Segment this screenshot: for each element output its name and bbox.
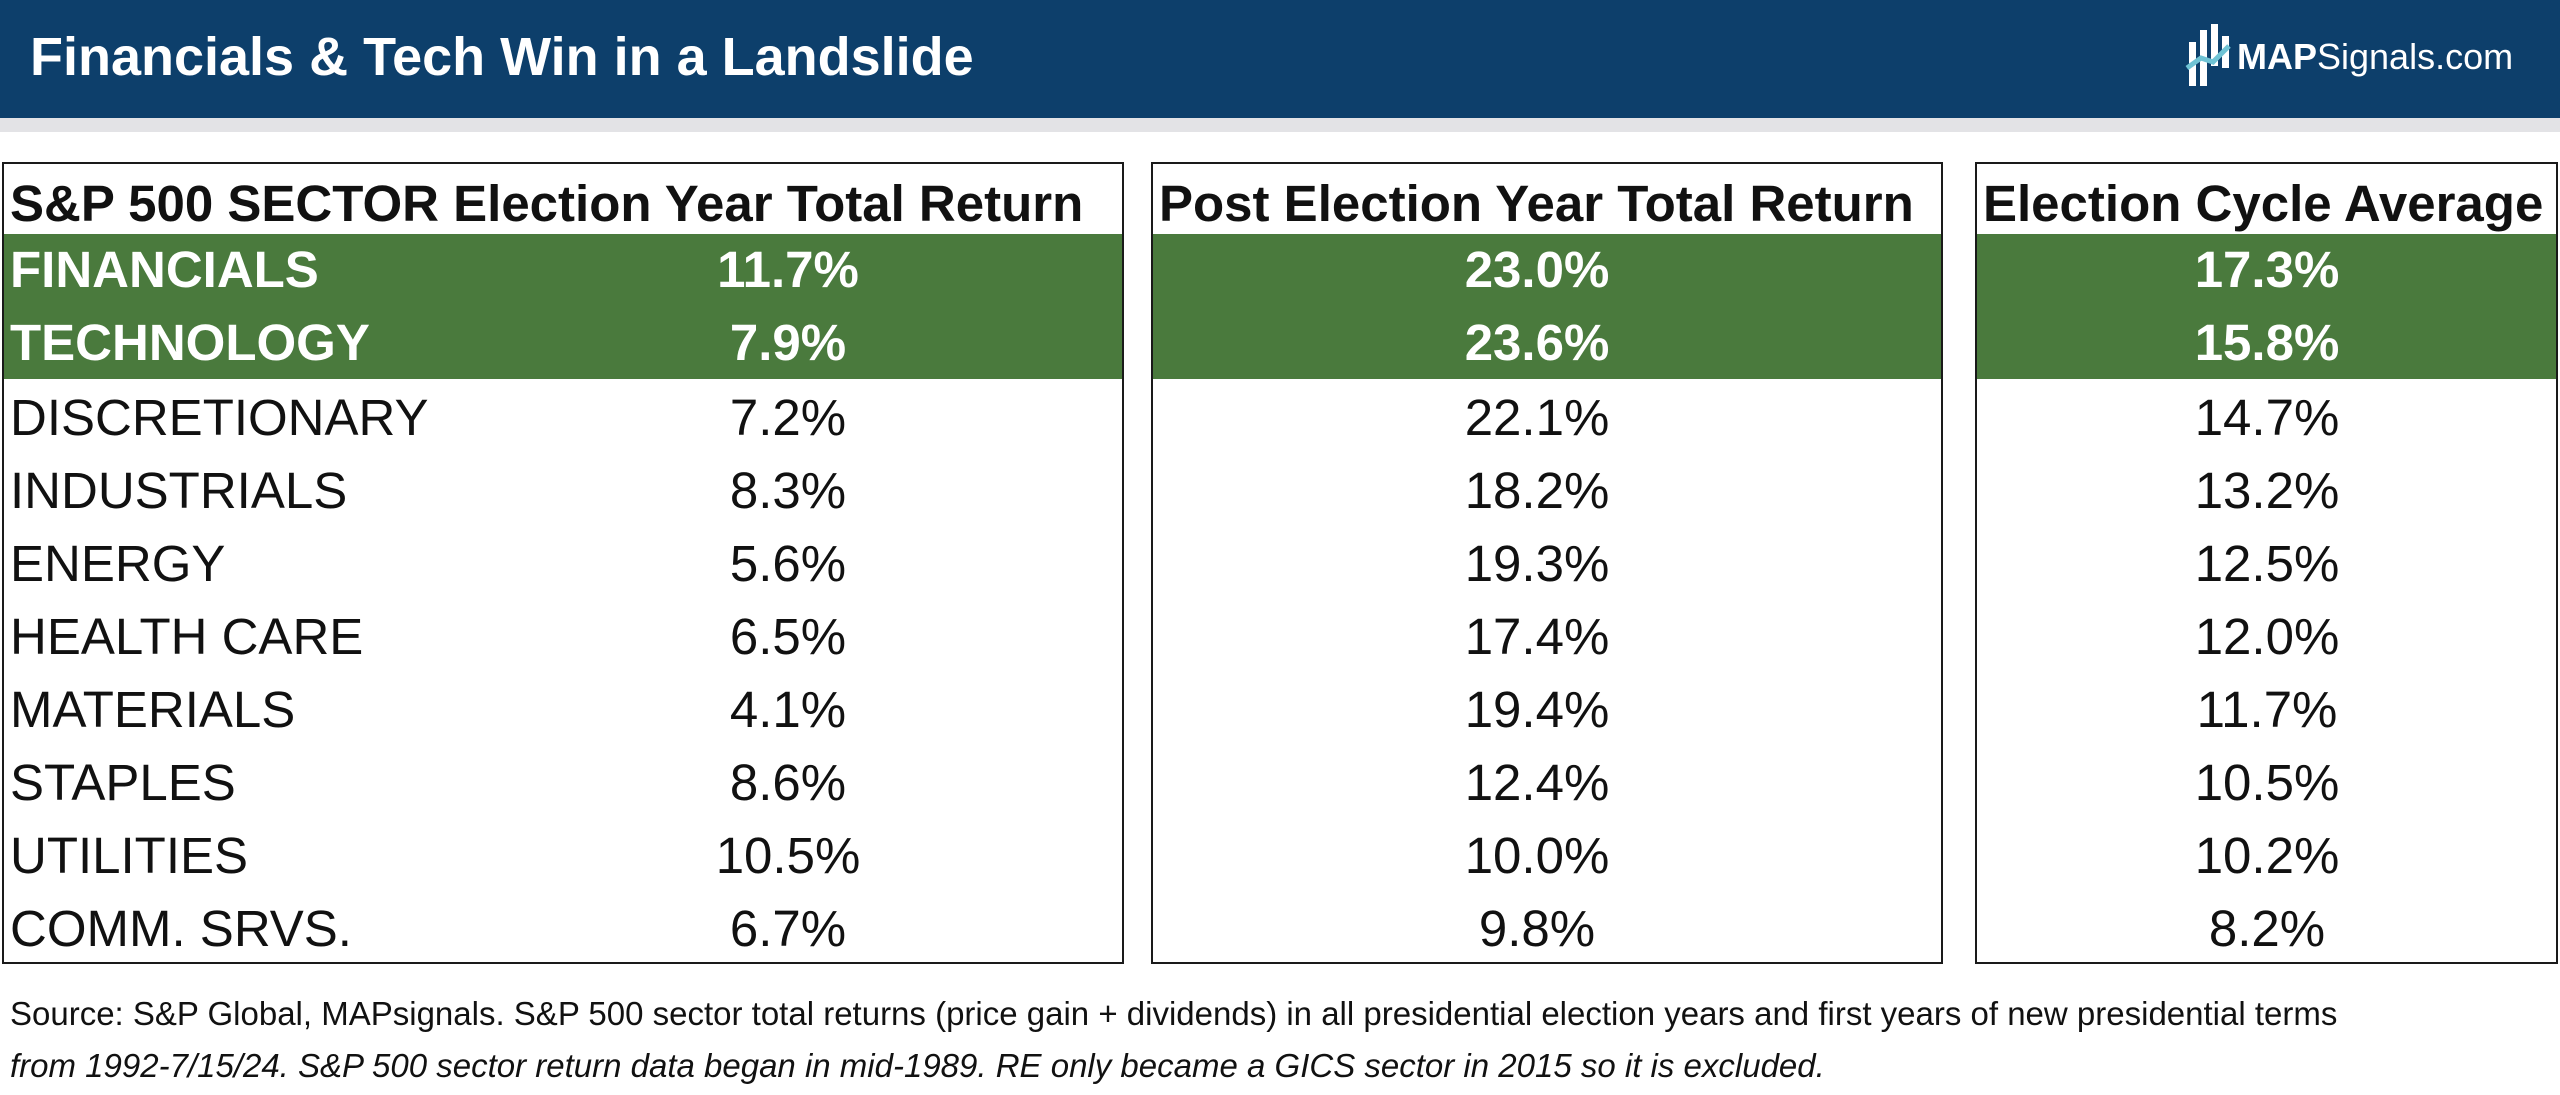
table-header-post-election: Post Election Year Total Return	[1153, 164, 1941, 234]
table-row: 9.8%	[1153, 893, 1941, 962]
table-row: HEALTH CARE 6.5%	[4, 601, 1122, 674]
column-header-election-year: S&P 500 SECTOR Election Year Total Retur…	[10, 175, 1084, 232]
table-row: 18.2%	[1153, 455, 1941, 528]
table-row: 8.2%	[1977, 893, 2556, 962]
post-election-value: 10.0%	[1464, 827, 1610, 884]
header-divider	[0, 118, 2560, 132]
table-row: DISCRETIONARY 7.2%	[4, 382, 1122, 455]
cycle-average-value: 8.2%	[2208, 900, 2326, 957]
table-row: ENERGY 5.6%	[4, 528, 1122, 601]
sector-label: MATERIALS	[10, 681, 296, 738]
cycle-average-value: 12.5%	[2194, 535, 2340, 592]
table-row: 17.4%	[1153, 601, 1941, 674]
table-row: UTILITIES 10.5%	[4, 820, 1122, 893]
table-row: 12.5%	[1977, 528, 2556, 601]
table-row: 15.8%	[1977, 307, 2556, 380]
source-note-line1: Source: S&P Global, MAPsignals. S&P 500 …	[10, 995, 2338, 1032]
election-year-value: 8.6%	[729, 754, 847, 811]
table-header-cycle-average: Election Cycle Average	[1977, 164, 2556, 234]
table-row: 10.5%	[1977, 747, 2556, 820]
table-row: 12.4%	[1153, 747, 1941, 820]
column-header-cycle-average: Election Cycle Average	[1983, 175, 2544, 232]
table-cycle-average: Election Cycle Average 17.3% 15.8% 14.7% 13…	[1975, 162, 2558, 964]
election-year-value: 8.3%	[729, 462, 847, 519]
column-header-post-election: Post Election Year Total Return	[1159, 175, 1914, 232]
highlight-band	[4, 234, 1122, 379]
election-year-value: 10.5%	[715, 827, 861, 884]
post-election-value: 9.8%	[1478, 900, 1596, 957]
sector-label: TECHNOLOGY	[10, 314, 370, 371]
cycle-average-value: 13.2%	[2194, 462, 2340, 519]
table-row: COMM. SRVS. 6.7%	[4, 893, 1122, 962]
table-row: INDUSTRIALS 8.3%	[4, 455, 1122, 528]
cycle-average-value: 15.8%	[2194, 314, 2340, 371]
election-year-value: 6.7%	[729, 900, 847, 957]
post-election-value: 12.4%	[1464, 754, 1610, 811]
table-row: 17.3%	[1977, 234, 2556, 307]
cycle-average-value: 12.0%	[2194, 608, 2340, 665]
sector-label: COMM. SRVS.	[10, 900, 352, 957]
cycle-average-value: 11.7%	[2196, 681, 2338, 738]
sector-label: INDUSTRIALS	[10, 462, 348, 519]
highlight-band	[1977, 234, 2556, 379]
source-note-line2: from 1992-7/15/24. S&P 500 sector return…	[10, 1047, 1825, 1084]
cycle-average-value: 17.3%	[2194, 241, 2340, 298]
sector-label: DISCRETIONARY	[10, 389, 429, 446]
cycle-average-value: 14.7%	[2194, 389, 2340, 446]
election-year-value: 5.6%	[729, 535, 847, 592]
table-row: 10.0%	[1153, 820, 1941, 893]
election-year-value: 7.2%	[729, 389, 847, 446]
highlight-band	[1153, 234, 1941, 379]
election-year-value: 11.7%	[717, 241, 859, 298]
election-year-value: 4.1%	[729, 681, 847, 738]
table-row: 14.7%	[1977, 382, 2556, 455]
election-year-value: 7.9%	[729, 314, 847, 371]
mapsignals-logo: MAPSignals.com	[2185, 22, 2513, 92]
post-election-value: 23.6%	[1464, 314, 1610, 371]
sector-label: STAPLES	[10, 754, 236, 811]
sector-label: FINANCIALS	[10, 241, 319, 298]
sector-label: HEALTH CARE	[10, 608, 364, 665]
table-post-election-year: Post Election Year Total Return 23.0% 23.…	[1151, 162, 1943, 964]
table-header-election-year: S&P 500 SECTOR Election Year Total Retur…	[4, 164, 1122, 234]
election-year-value: 6.5%	[729, 608, 847, 665]
table-row: 23.6%	[1153, 307, 1941, 380]
table-row: TECHNOLOGY 7.9%	[4, 307, 1122, 380]
post-election-value: 17.4%	[1464, 608, 1610, 665]
table-row: MATERIALS 4.1%	[4, 674, 1122, 747]
post-election-value: 19.4%	[1464, 681, 1610, 738]
header-bar: Financials & Tech Win in a Landslide MAP…	[0, 0, 2560, 118]
table-row: 10.2%	[1977, 820, 2556, 893]
post-election-value: 18.2%	[1464, 462, 1610, 519]
post-election-value: 23.0%	[1464, 241, 1610, 298]
sector-label: ENERGY	[10, 535, 226, 592]
table-row: 11.7%	[1977, 674, 2556, 747]
table-row: 19.3%	[1153, 528, 1941, 601]
page-title: Financials & Tech Win in a Landslide	[30, 27, 974, 87]
table-row: 12.0%	[1977, 601, 2556, 674]
table-row: 19.4%	[1153, 674, 1941, 747]
table-row: 13.2%	[1977, 455, 2556, 528]
mapsignals-logo-icon	[2185, 24, 2231, 86]
table-row: STAPLES 8.6%	[4, 747, 1122, 820]
post-election-value: 22.1%	[1464, 389, 1610, 446]
cycle-average-value: 10.2%	[2194, 827, 2340, 884]
cycle-average-value: 10.5%	[2194, 754, 2340, 811]
table-row: 23.0%	[1153, 234, 1941, 307]
sector-label: UTILITIES	[10, 827, 249, 884]
post-election-value: 19.3%	[1464, 535, 1610, 592]
table-election-year: S&P 500 SECTOR Election Year Total Retur…	[2, 162, 1124, 964]
table-row: 22.1%	[1153, 382, 1941, 455]
table-row: FINANCIALS 11.7%	[4, 234, 1122, 307]
logo-wordmark: MAPSignals.com	[2237, 36, 2514, 77]
